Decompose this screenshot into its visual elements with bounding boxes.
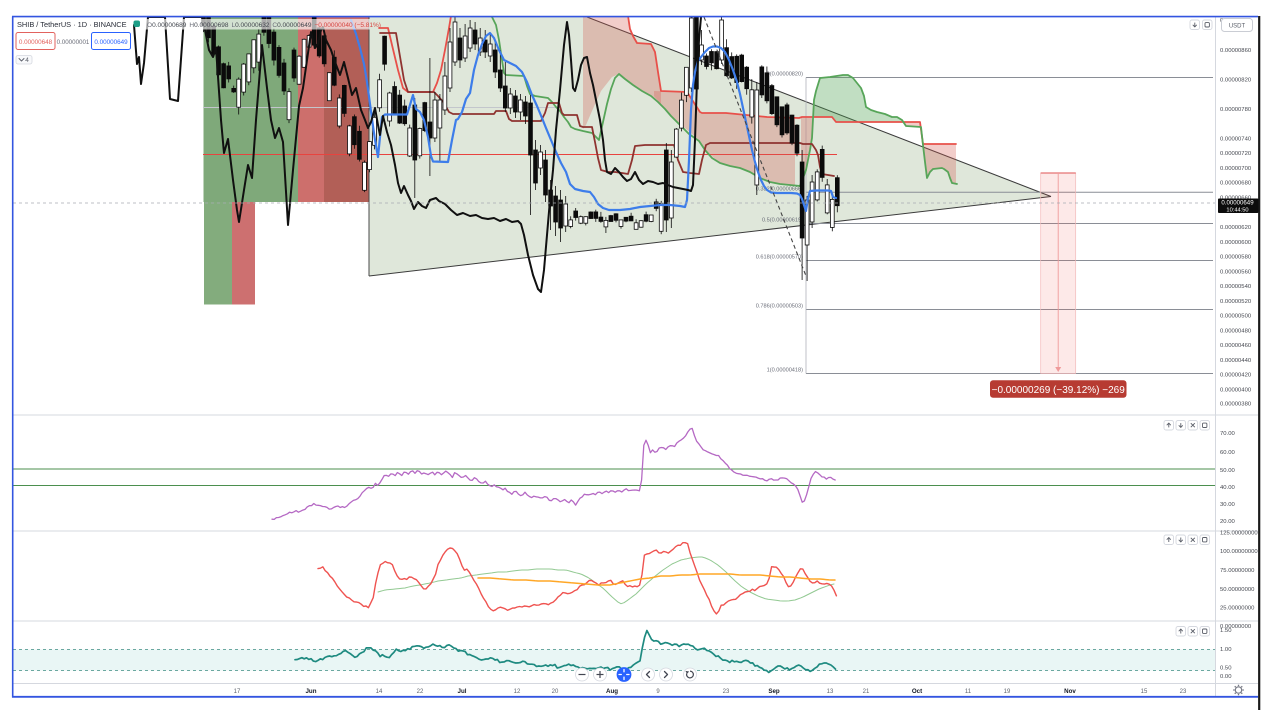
svg-text:15: 15 [1141, 689, 1148, 695]
svg-text:12: 12 [514, 689, 521, 695]
svg-text:0.00000648: 0.00000648 [19, 39, 53, 46]
svg-text:20.00: 20.00 [1220, 519, 1235, 525]
svg-text:0.00: 0.00 [1220, 674, 1232, 680]
svg-text:0.00000660: 0.00000660 [1220, 195, 1252, 201]
svg-text:21: 21 [863, 689, 870, 695]
svg-text:−0.00000269 (−39.12%) −269: −0.00000269 (−39.12%) −269 [992, 385, 1126, 396]
svg-text:0.50: 0.50 [1220, 666, 1232, 672]
svg-text:25.00000000: 25.00000000 [1220, 606, 1255, 612]
svg-text:22: 22 [417, 689, 424, 695]
svg-text:0.00000520: 0.00000520 [1220, 299, 1252, 305]
svg-text:0.00000580: 0.00000580 [1220, 255, 1252, 261]
svg-text:0.00000649: 0.00000649 [1221, 200, 1254, 207]
svg-text:50.00: 50.00 [1220, 468, 1235, 474]
svg-text:60.00: 60.00 [1220, 450, 1235, 456]
svg-text:0.00000680: 0.00000680 [1220, 181, 1252, 187]
svg-text:14: 14 [376, 689, 383, 695]
svg-text:0.00000440: 0.00000440 [1220, 358, 1252, 364]
svg-text:100.00000000: 100.00000000 [1220, 549, 1258, 555]
svg-text:0.00000560: 0.00000560 [1220, 270, 1252, 276]
svg-text:0.5(0.00000619): 0.5(0.00000619) [762, 218, 803, 224]
svg-text:Sep: Sep [768, 688, 780, 695]
svg-text:125.00000000: 125.00000000 [1220, 531, 1258, 537]
svg-text:75.00000000: 75.00000000 [1220, 568, 1255, 574]
svg-text:11: 11 [965, 689, 972, 695]
svg-text:0.00000420: 0.00000420 [1220, 373, 1252, 379]
svg-text:0.00000860: 0.00000860 [1220, 48, 1252, 54]
svg-text:0.00000820: 0.00000820 [1220, 77, 1252, 83]
svg-text:23: 23 [723, 689, 730, 695]
svg-text:13: 13 [827, 689, 834, 695]
svg-text:0.00000649: 0.00000649 [94, 39, 128, 46]
svg-text:0.00000620: 0.00000620 [1220, 225, 1252, 231]
svg-text:SHIB / TetherUS · 1D · BINANCE: SHIB / TetherUS · 1D · BINANCE [17, 20, 127, 29]
svg-text:9: 9 [656, 689, 660, 695]
svg-text:30.00: 30.00 [1220, 502, 1235, 508]
svg-text:50.00000000: 50.00000000 [1220, 587, 1255, 593]
svg-text:20: 20 [552, 689, 559, 695]
svg-text:17: 17 [234, 689, 241, 695]
svg-text:1.00: 1.00 [1220, 647, 1232, 653]
svg-text:0.786(0.00000503): 0.786(0.00000503) [756, 304, 803, 310]
svg-text:70.00: 70.00 [1220, 431, 1235, 437]
svg-text:0.00000380: 0.00000380 [1220, 402, 1252, 408]
svg-text:Jul: Jul [458, 688, 467, 695]
svg-text:0.00000720: 0.00000720 [1220, 151, 1252, 157]
svg-text:USDT: USDT [1229, 24, 1246, 30]
svg-text:Nov: Nov [1064, 688, 1076, 695]
svg-text:0.00000780: 0.00000780 [1220, 107, 1252, 113]
svg-text:0.00000001: 0.00000001 [57, 39, 90, 46]
svg-text:0.00000540: 0.00000540 [1220, 284, 1252, 290]
svg-text:23: 23 [1180, 689, 1187, 695]
svg-text:Jun: Jun [305, 688, 316, 695]
svg-text:1(0.00000418): 1(0.00000418) [767, 368, 804, 374]
svg-text:0.00000600: 0.00000600 [1220, 240, 1252, 246]
svg-text:0.00000460: 0.00000460 [1220, 343, 1252, 349]
svg-text:0.00000480: 0.00000480 [1220, 329, 1252, 335]
svg-text:0.00000500: 0.00000500 [1220, 314, 1252, 320]
svg-text:0.00000000: 0.00000000 [1220, 624, 1252, 630]
svg-text:Oct: Oct [912, 688, 922, 695]
svg-text:0.00000740: 0.00000740 [1220, 136, 1252, 142]
svg-text:0.00000400: 0.00000400 [1220, 388, 1252, 394]
svg-text:19: 19 [1004, 689, 1011, 695]
svg-text:10:44:50: 10:44:50 [1226, 207, 1248, 213]
svg-text:0.00000700: 0.00000700 [1220, 166, 1252, 172]
svg-text:1.50: 1.50 [1220, 628, 1232, 634]
svg-text:0.618(0.00000570): 0.618(0.00000570) [756, 255, 803, 261]
svg-text:40.00: 40.00 [1220, 485, 1235, 491]
svg-text:Aug: Aug [606, 688, 618, 695]
svg-text:0(0.00000820): 0(0.00000820) [767, 72, 804, 78]
svg-text:4: 4 [25, 57, 29, 64]
svg-text:0.382(0.00000666): 0.382(0.00000666) [756, 186, 803, 192]
